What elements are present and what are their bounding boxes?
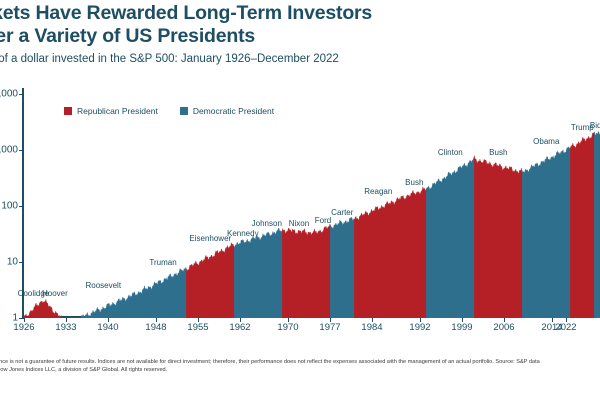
x-tick-label: 1999 [451, 322, 473, 333]
x-tick-label: 1992 [409, 322, 431, 333]
chart-legend: Republican President Democratic Presiden… [64, 106, 274, 116]
x-tick-label: 1933 [55, 322, 77, 333]
president-label-roosevelt-2: Roosevelt [85, 281, 122, 291]
x-tick-mark [372, 318, 373, 322]
area-segment-kennedy-5 [234, 238, 252, 318]
area-segment-truman-3 [139, 266, 187, 318]
x-tick-mark [198, 318, 199, 322]
title-line-1: Markets Have Rewarded Long-Term Investor… [0, 2, 373, 24]
president-label-clinton-12: Clinton [437, 148, 463, 158]
legend-item-republican: Republican President [64, 106, 158, 116]
area-segment-roosevelt-2 [66, 290, 140, 318]
area-segment-nixon-7 [282, 227, 316, 318]
x-tick-label: 1970 [277, 322, 299, 333]
x-tick-mark [108, 318, 109, 322]
chart-header: Markets Have Rewarded Long-Term Investor… [0, 2, 598, 65]
president-label-bush-11: Bush [405, 178, 424, 188]
x-axis-ticks: 1926 1933 1940 1948 1955 1962 1970 1977 1984 1992… [0, 318, 600, 336]
president-label-trump-15: Trump [570, 123, 594, 133]
area-segment-trump-15 [570, 132, 595, 318]
area-segment-bush-13 [474, 155, 523, 318]
x-tick-mark [24, 318, 25, 322]
x-tick-mark [504, 318, 505, 322]
area-segment-coolidge-0 [24, 300, 44, 318]
president-label-reagan-10: Reagan [364, 186, 393, 196]
area-segment-carter-9 [330, 216, 355, 318]
y-tick-mark [19, 206, 24, 207]
legend-item-democratic: Democratic President [179, 106, 275, 116]
president-label-bush-13: Bush [489, 148, 508, 158]
president-label-hoover-1: Hoover [41, 288, 68, 298]
x-tick-label: 1926 [13, 322, 35, 333]
area-segment-clinton-12 [426, 155, 475, 318]
x-tick-label: 1984 [361, 322, 383, 333]
president-label-eisenhower-4: Eisenhower [189, 233, 232, 243]
x-tick-mark [330, 318, 331, 322]
y-tick-mark [19, 318, 24, 319]
x-tick-mark [462, 318, 463, 322]
president-label-truman-3: Truman [149, 257, 177, 267]
y-tick-label: 1,000 [0, 144, 18, 156]
president-label-coolidge-0: Coolidge [17, 288, 50, 298]
x-tick-label: 2022 [555, 322, 577, 333]
chart-footnote: Past performance is not a guarantee of f… [0, 358, 600, 374]
area-segment-johnson-6 [251, 227, 283, 318]
legend-swatch-democratic [179, 107, 188, 115]
x-tick-label: 1955 [187, 322, 209, 333]
area-segment-reagan-10 [354, 195, 403, 318]
y-tick-label: 10,000 [0, 88, 18, 100]
area-segment-obama-14 [522, 146, 571, 318]
y-tick-label: 100 [1, 200, 18, 212]
area-segment-ford-8 [315, 223, 331, 318]
y-tick-label: 1 [12, 312, 18, 324]
x-tick-mark [420, 318, 421, 322]
president-label-carter-9: Carter [331, 207, 354, 217]
page-title: Markets Have Rewarded Long-Term Investor… [0, 2, 598, 48]
area-chart-svg [24, 130, 600, 318]
x-tick-label: 2006 [493, 322, 515, 333]
x-tick-mark [288, 318, 289, 322]
legend-label-democratic: Democratic President [192, 106, 275, 116]
president-label-obama-14: Obama [533, 136, 560, 146]
president-label-biden-16: Biden [589, 120, 600, 130]
y-tick-mark [19, 150, 24, 151]
footnote-line-2: © 2023 S&P Dow Jones Indices LLC, a divi… [0, 367, 168, 373]
y-axis [22, 88, 24, 318]
chart-subtitle: Growth of a dollar invested in the S&P 5… [0, 53, 339, 65]
area-segment-hoover-1 [42, 299, 67, 318]
y-tick-label: 10 [6, 256, 18, 268]
x-tick-mark [240, 318, 241, 322]
y-tick-mark [19, 94, 24, 95]
chart-container: 1101001,00010,000 1926193319401948195519… [0, 88, 600, 350]
x-tick-label: 1940 [97, 322, 119, 333]
x-tick-label: 1977 [319, 322, 341, 333]
president-label-kennedy-5: Kennedy [226, 228, 259, 238]
x-tick-mark [66, 318, 67, 322]
footnote-line-1: Past performance is not a guarantee of f… [0, 359, 540, 365]
area-segment-bush-11 [402, 186, 427, 318]
y-tick-mark [19, 262, 24, 263]
title-line-2: Under a Variety of US Presidents [0, 25, 256, 47]
president-label-johnson-6: Johnson [251, 219, 282, 229]
area-segment-biden-16 [594, 130, 600, 318]
x-tick-label: 1962 [229, 322, 251, 333]
x-tick-mark [156, 318, 157, 322]
x-tick-mark [552, 318, 553, 322]
x-tick-label: 1948 [145, 322, 167, 333]
x-tick-mark [566, 318, 567, 322]
legend-swatch-republican [64, 107, 72, 115]
president-label-nixon-7: Nixon [288, 219, 310, 229]
legend-label-republican: Republican President [77, 106, 158, 116]
president-label-ford-8: Ford [314, 215, 332, 225]
area-segment-eisenhower-4 [186, 242, 235, 318]
plot-area [24, 94, 600, 318]
x-tick-label: 2014 [541, 322, 563, 333]
